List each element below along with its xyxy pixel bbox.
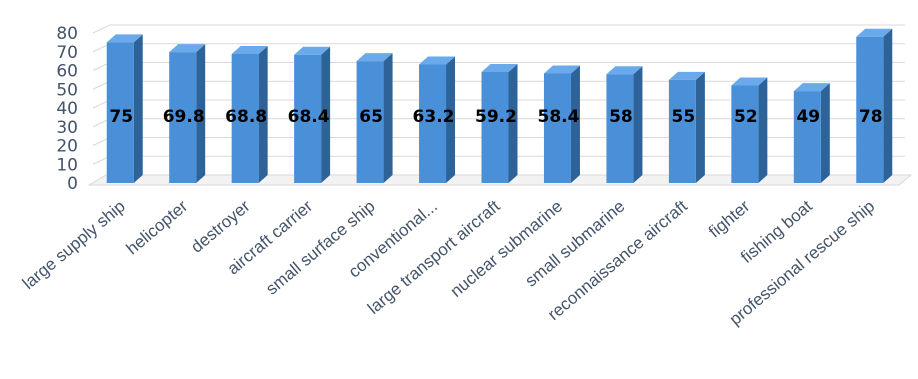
data-label: 68.8 bbox=[225, 107, 267, 127]
data-label: 58.4 bbox=[537, 107, 579, 127]
bar-front-face bbox=[169, 52, 197, 183]
data-label: 63.2 bbox=[413, 107, 455, 127]
x-tick-label: nuclear submarine bbox=[447, 197, 566, 301]
bar-top-face bbox=[356, 53, 393, 62]
y-tick-label: 30 bbox=[56, 118, 78, 138]
data-label: 55 bbox=[672, 107, 696, 127]
bar bbox=[481, 64, 518, 183]
data-label: 59.2 bbox=[475, 107, 517, 127]
bar-side-face bbox=[695, 71, 705, 183]
data-label: 49 bbox=[796, 107, 820, 127]
data-label: 69.8 bbox=[163, 107, 205, 127]
gridline bbox=[92, 24, 905, 34]
bar-front-face bbox=[294, 54, 322, 183]
bar bbox=[231, 46, 268, 183]
bar bbox=[668, 71, 705, 183]
bar-front-face bbox=[793, 91, 821, 183]
bar bbox=[356, 53, 393, 183]
bar-top-face bbox=[481, 64, 518, 72]
bar-side-face bbox=[196, 44, 206, 183]
bar-top-face bbox=[419, 56, 456, 65]
y-tick-label: 50 bbox=[56, 80, 78, 100]
bar bbox=[793, 83, 830, 183]
bar-side-face bbox=[383, 53, 393, 183]
y-tick-label: 80 bbox=[56, 24, 78, 44]
bar-front-face bbox=[356, 61, 384, 183]
bar-side-face bbox=[133, 34, 143, 183]
bar-side-face bbox=[508, 64, 518, 183]
bar-front-face bbox=[231, 54, 259, 183]
bar-top-face bbox=[793, 83, 830, 92]
bar-top-face bbox=[668, 71, 705, 80]
bar bbox=[169, 44, 206, 183]
bar-side-face bbox=[321, 46, 331, 183]
x-tick-label: fighter bbox=[705, 196, 754, 241]
y-tick-label: 40 bbox=[56, 99, 78, 119]
bar-top-face bbox=[231, 46, 268, 54]
data-label: 52 bbox=[734, 107, 758, 127]
y-tick-label: 20 bbox=[56, 137, 78, 157]
bars bbox=[106, 28, 893, 183]
data-label: 58 bbox=[609, 107, 633, 127]
data-label: 65 bbox=[359, 107, 383, 127]
data-label: 68.4 bbox=[288, 107, 330, 127]
data-labels: 75 69.8 68.8 68.4 65 63.2 59.2 58.4 58 55 52 49 78 bbox=[109, 107, 882, 127]
bar bbox=[419, 56, 456, 183]
bar-side-face bbox=[758, 77, 768, 183]
x-tick-label: small surface ship bbox=[262, 197, 378, 299]
bar bbox=[856, 28, 893, 183]
bar-front-face bbox=[481, 72, 509, 183]
data-label: 78 bbox=[859, 107, 883, 127]
bar-side-face bbox=[883, 28, 893, 183]
bar-top-face bbox=[731, 77, 768, 86]
bar-front-face bbox=[856, 36, 884, 183]
bar bbox=[731, 77, 768, 183]
bar-side-face bbox=[446, 56, 456, 183]
y-tick-label: 10 bbox=[56, 155, 78, 175]
bar-top-face bbox=[106, 34, 143, 43]
bar-front-face bbox=[419, 64, 447, 183]
bar bbox=[106, 34, 143, 183]
x-tick-label: helicopter bbox=[123, 196, 192, 258]
y-tick-label: 70 bbox=[56, 43, 78, 63]
gridline bbox=[92, 43, 905, 53]
bar-front-face bbox=[543, 73, 571, 183]
bar-top-face bbox=[169, 44, 206, 53]
bar-top-face bbox=[294, 46, 331, 55]
data-label: 75 bbox=[109, 107, 133, 127]
x-axis: large supply shiphelicopterdestroyerairc… bbox=[19, 196, 878, 329]
bar-front-face bbox=[668, 79, 696, 183]
x-tick-label: large supply ship bbox=[19, 197, 129, 294]
bar bbox=[294, 46, 331, 183]
bar-top-face bbox=[606, 66, 643, 75]
bar-side-face bbox=[820, 83, 830, 183]
y-tick-label: 60 bbox=[56, 62, 78, 82]
bar-front-face bbox=[106, 42, 134, 183]
bar-side-face bbox=[570, 65, 580, 183]
bar-side-face bbox=[633, 66, 643, 183]
bar-top-face bbox=[543, 65, 580, 74]
bar-front-face bbox=[731, 85, 759, 183]
bar bbox=[606, 66, 643, 183]
bar-side-face bbox=[258, 46, 268, 183]
bar-front-face bbox=[606, 74, 634, 183]
y-tick-label: 0 bbox=[67, 174, 78, 194]
bar-top-face bbox=[856, 28, 893, 37]
bar bbox=[543, 65, 580, 183]
